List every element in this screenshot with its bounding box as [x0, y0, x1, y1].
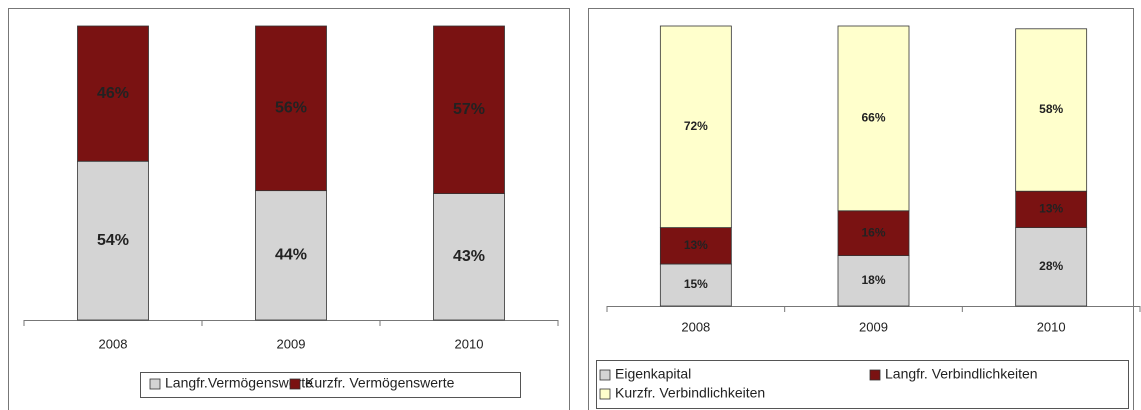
bar-segment	[255, 25, 327, 192]
data-label: 43%	[453, 248, 485, 265]
bar-segment	[659, 25, 732, 229]
data-label: 57%	[453, 101, 485, 118]
data-label: 72%	[684, 119, 708, 133]
x-tick-label: 2008	[99, 336, 128, 351]
data-label: 58%	[1039, 102, 1063, 116]
data-label: 28%	[1039, 259, 1063, 273]
bar-segment	[433, 25, 505, 194]
bar-segment	[659, 263, 732, 307]
bar-segment	[837, 25, 910, 212]
bar-segment	[837, 255, 910, 307]
legend-swatch	[149, 378, 161, 390]
x-tick-label: 2008	[681, 319, 710, 334]
legend-label: Eigenkapital	[615, 366, 691, 382]
x-tick-label: 2009	[277, 336, 306, 351]
data-label: 66%	[861, 111, 885, 125]
data-label: 46%	[97, 85, 129, 102]
bar-segment	[1015, 28, 1088, 192]
bar-segment	[433, 193, 505, 321]
legend-swatch	[599, 388, 611, 400]
bar-segment	[1015, 227, 1088, 307]
data-label: 54%	[97, 232, 129, 249]
legend-box	[596, 360, 1129, 409]
data-label: 56%	[275, 100, 307, 117]
data-label: 13%	[1039, 202, 1063, 216]
legend-swatch	[599, 369, 611, 381]
data-label: 18%	[861, 273, 885, 287]
bar-segment	[659, 227, 732, 265]
legend-label: Kurzfr. Verbindlichkeiten	[615, 385, 765, 401]
data-label: 44%	[275, 247, 307, 264]
legend-label: Kurzfr. Vermögenswerte	[305, 375, 455, 391]
legend-label: Langfr. Verbindlichkeiten	[885, 366, 1038, 382]
bar-segment	[77, 25, 149, 162]
legend-label: Langfr.Vermögenswerte	[165, 375, 313, 391]
x-tick-label: 2010	[1037, 319, 1066, 334]
data-label: 13%	[684, 238, 708, 252]
data-label: 15%	[684, 277, 708, 291]
legend-swatch	[289, 378, 301, 390]
legend-box	[140, 372, 521, 398]
legend-swatch	[869, 369, 881, 381]
x-tick-label: 2010	[455, 336, 484, 351]
x-tick-label: 2009	[859, 319, 888, 334]
bar-segment	[255, 190, 327, 321]
bar-segment	[77, 160, 149, 321]
data-label: 16%	[861, 225, 885, 239]
